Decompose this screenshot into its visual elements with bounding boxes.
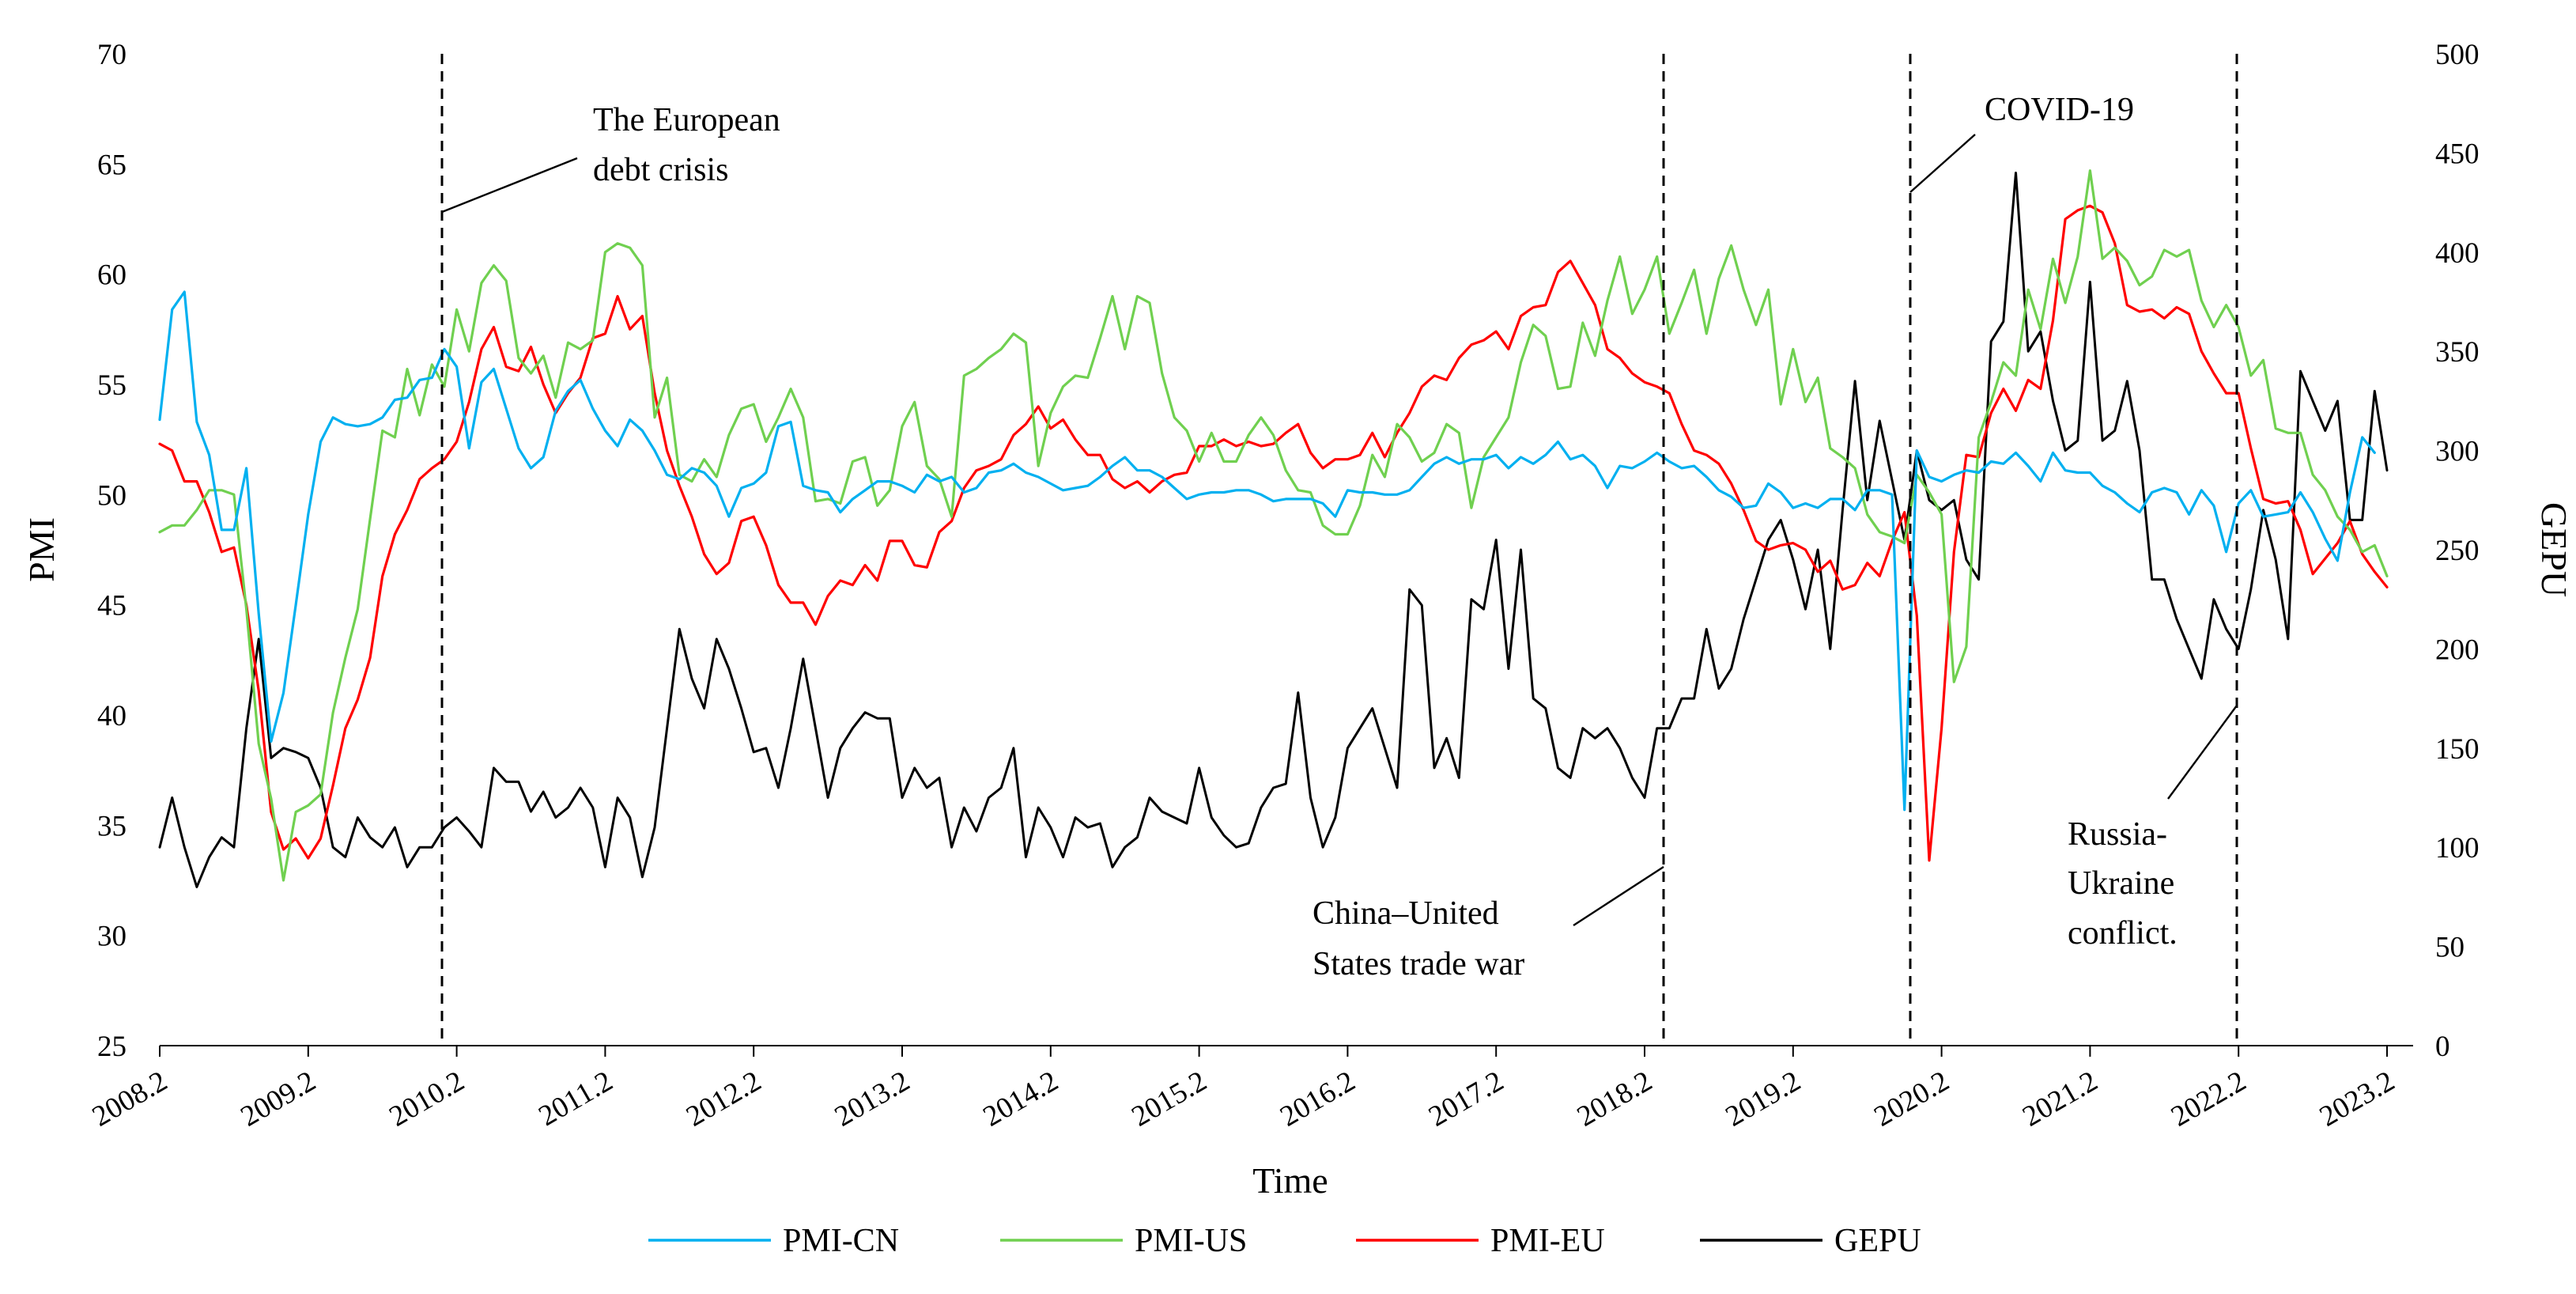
series-lines xyxy=(158,169,2389,888)
x-tick-label: 2016.2 xyxy=(1275,1065,1361,1133)
legend-label-gepu: GEPU xyxy=(1834,1223,1921,1259)
y-left-tick-label: 40 xyxy=(97,700,127,732)
event-leader-european-debt-crisis xyxy=(441,157,578,214)
y-right-tick-label: 150 xyxy=(2435,733,2480,766)
y-left-tick-label: 35 xyxy=(97,810,127,842)
y-left-tick-label: 30 xyxy=(97,921,127,953)
x-tick-label: 2010.2 xyxy=(383,1065,470,1133)
y-right-tick-label: 400 xyxy=(2435,237,2480,270)
y-right-tick-label: 100 xyxy=(2435,832,2480,865)
x-tick-label: 2011.2 xyxy=(533,1065,618,1133)
x-tick-label: 2017.2 xyxy=(1423,1065,1509,1133)
x-tick-label: 2019.2 xyxy=(1720,1065,1807,1133)
x-tick-label: 2020.2 xyxy=(1868,1065,1955,1133)
legend-label-pmi-eu: PMI-EU xyxy=(1490,1223,1605,1259)
series-line-pmi-us xyxy=(158,169,2389,882)
legend: PMI-CN PMI-US PMI-EU GEPU xyxy=(648,1223,1921,1259)
event-label-china-us-trade-war: China–United xyxy=(1313,895,1499,932)
event-label-russia-ukraine-conflict: Ukraine xyxy=(2068,865,2174,902)
x-tick-label: 2022.2 xyxy=(2166,1065,2252,1133)
y-right-tick-label: 0 xyxy=(2435,1031,2450,1063)
y-left-axis-title: PMI xyxy=(21,517,62,582)
y-right-tick-label: 250 xyxy=(2435,535,2480,567)
y-right-tick-label: 450 xyxy=(2435,138,2480,170)
y-right-tick-label: 500 xyxy=(2435,39,2480,71)
y-left-tick-label: 60 xyxy=(97,259,127,292)
series-line-pmi-eu xyxy=(158,204,2389,862)
x-tick-label: 2015.2 xyxy=(1126,1065,1212,1133)
series-line-gepu xyxy=(158,172,2389,888)
legend-label-pmi-cn: PMI-CN xyxy=(783,1223,899,1259)
x-tick-label: 2009.2 xyxy=(236,1065,322,1133)
x-tick-label: 2012.2 xyxy=(681,1065,767,1133)
x-axis-title: Time xyxy=(1252,1160,1328,1201)
y-left-tick-label: 70 xyxy=(97,39,127,71)
event-label-russia-ukraine-conflict: Russia- xyxy=(2068,816,2167,853)
y-left-tick-label: 45 xyxy=(97,590,127,622)
y-right-axis-title: GEPU xyxy=(2534,502,2574,597)
y-left-tick-label: 25 xyxy=(97,1031,127,1063)
axes: 25 30 35 40 45 50 55 60 65 70 0 50 100 150 200 250 300 35… xyxy=(21,39,2574,1201)
y-left-tick-label: 55 xyxy=(97,369,127,402)
event-label-china-us-trade-war: States trade war xyxy=(1313,946,1524,982)
y-left-tick-label: 65 xyxy=(97,149,127,181)
x-tick-label: 2008.2 xyxy=(87,1065,173,1133)
event-leader-russia-ukraine-conflict xyxy=(2167,705,2238,800)
legend-label-pmi-us: PMI-US xyxy=(1135,1223,1247,1259)
y-left-tick-label: 50 xyxy=(97,479,127,512)
x-tick-label: 2023.2 xyxy=(2314,1065,2400,1133)
y-right-tick-label: 300 xyxy=(2435,436,2480,468)
x-tick-label: 2018.2 xyxy=(1572,1065,1658,1133)
y-right-tick-label: 200 xyxy=(2435,634,2480,666)
event-label-covid-19: COVID-19 xyxy=(1985,92,2134,128)
event-markers: The European debt crisis China–United State… xyxy=(440,54,2238,1046)
event-label-european-debt-crisis: debt crisis xyxy=(593,152,728,188)
x-tick-label: 2014.2 xyxy=(978,1065,1064,1133)
event-label-russia-ukraine-conflict: conflict. xyxy=(2068,915,2178,952)
y-right-tick-label: 50 xyxy=(2435,932,2465,964)
x-tick-label: 2021.2 xyxy=(2017,1065,2103,1133)
event-label-european-debt-crisis: The European xyxy=(593,102,780,138)
event-leader-china-us-trade-war xyxy=(1573,865,1664,927)
series-line-pmi-cn xyxy=(158,290,2376,812)
y-right-tick-label: 350 xyxy=(2435,336,2480,369)
x-tick-label: 2013.2 xyxy=(829,1065,916,1133)
event-leader-covid-19 xyxy=(1909,134,1976,193)
